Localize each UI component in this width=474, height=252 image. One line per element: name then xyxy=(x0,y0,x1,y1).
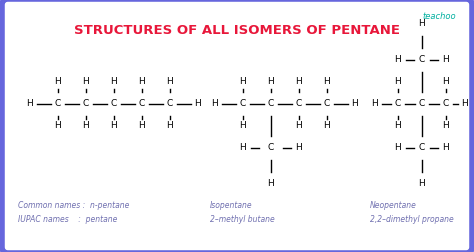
Text: C: C xyxy=(268,100,274,109)
Text: C: C xyxy=(55,100,61,109)
Text: C: C xyxy=(111,100,117,109)
Text: H: H xyxy=(82,78,90,86)
Text: H: H xyxy=(419,19,425,28)
Text: H: H xyxy=(395,121,401,131)
Text: H: H xyxy=(211,100,219,109)
Text: H: H xyxy=(462,100,468,109)
Text: IUPAC names    :  pentane: IUPAC names : pentane xyxy=(18,214,118,224)
Text: Neopentane: Neopentane xyxy=(370,202,417,210)
Text: H: H xyxy=(296,121,302,131)
Text: H: H xyxy=(82,121,90,131)
Text: H: H xyxy=(240,143,246,152)
Text: 2–methyl butane: 2–methyl butane xyxy=(210,214,275,224)
Text: H: H xyxy=(110,121,118,131)
Text: H: H xyxy=(324,121,330,131)
Text: C: C xyxy=(240,100,246,109)
Text: C: C xyxy=(419,100,425,109)
Text: H: H xyxy=(395,143,401,152)
Text: C: C xyxy=(296,100,302,109)
Text: C: C xyxy=(324,100,330,109)
Text: H: H xyxy=(268,179,274,188)
Text: H: H xyxy=(138,78,146,86)
Text: H: H xyxy=(167,78,173,86)
Text: STRUCTURES OF ALL ISOMERS OF PENTANE: STRUCTURES OF ALL ISOMERS OF PENTANE xyxy=(74,24,400,37)
Text: H: H xyxy=(27,100,33,109)
Text: C: C xyxy=(443,100,449,109)
Text: C: C xyxy=(419,55,425,65)
Text: H: H xyxy=(195,100,201,109)
Text: H: H xyxy=(395,55,401,65)
Text: H: H xyxy=(395,78,401,86)
Text: H: H xyxy=(240,121,246,131)
Text: C: C xyxy=(139,100,145,109)
Text: H: H xyxy=(138,121,146,131)
Text: C: C xyxy=(167,100,173,109)
Text: H: H xyxy=(443,121,449,131)
Text: H: H xyxy=(419,179,425,188)
Text: 2,2–dimethyl propane: 2,2–dimethyl propane xyxy=(370,214,454,224)
Text: H: H xyxy=(296,78,302,86)
Text: teachoo: teachoo xyxy=(422,12,456,21)
Text: H: H xyxy=(296,143,302,152)
Text: C: C xyxy=(268,143,274,152)
Text: C: C xyxy=(83,100,89,109)
Text: H: H xyxy=(55,121,61,131)
Text: C: C xyxy=(419,143,425,152)
Text: H: H xyxy=(443,78,449,86)
Text: H: H xyxy=(167,121,173,131)
Text: H: H xyxy=(110,78,118,86)
Text: H: H xyxy=(352,100,358,109)
Text: H: H xyxy=(55,78,61,86)
Text: Isopentane: Isopentane xyxy=(210,202,253,210)
Text: H: H xyxy=(443,55,449,65)
Text: Common names :  n-pentane: Common names : n-pentane xyxy=(18,202,129,210)
Text: H: H xyxy=(372,100,378,109)
Text: H: H xyxy=(268,78,274,86)
Text: H: H xyxy=(443,143,449,152)
Text: C: C xyxy=(395,100,401,109)
Text: H: H xyxy=(324,78,330,86)
Text: H: H xyxy=(240,78,246,86)
